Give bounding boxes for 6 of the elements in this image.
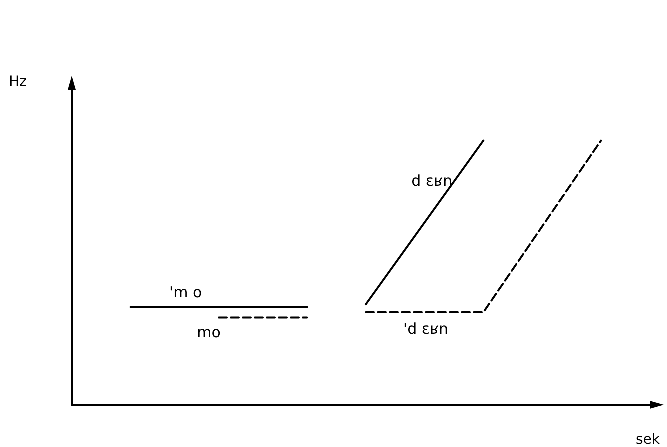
series-label: 'm o (169, 284, 202, 302)
y-axis-title: Hz (9, 74, 27, 90)
series-label: d ɛʁn (412, 172, 453, 190)
x-axis-title: sek (636, 432, 661, 447)
series-label: 'd ɛʁn (403, 320, 449, 338)
series-label: mo (197, 323, 221, 342)
